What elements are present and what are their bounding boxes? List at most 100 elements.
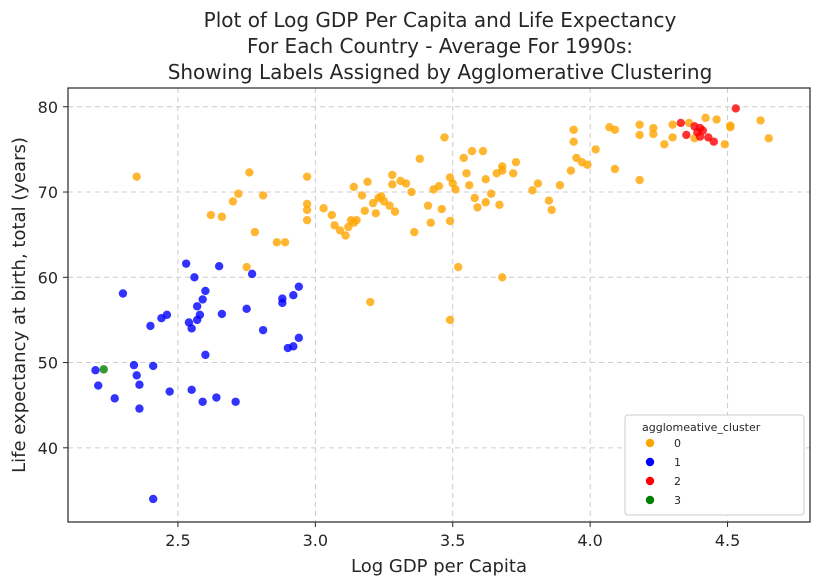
data-point-cluster-0 <box>280 238 290 247</box>
data-point-cluster-1 <box>146 321 155 331</box>
data-point-cluster-1 <box>294 333 304 343</box>
data-point-cluster-1 <box>201 350 210 360</box>
plot-frame <box>67 87 811 523</box>
title-line-2: For Each Country - Average For 1990s: <box>247 34 633 58</box>
legend-title: agglomeative_cluster <box>642 421 761 434</box>
data-point-cluster-0 <box>462 169 471 178</box>
data-point-cluster-0 <box>555 181 565 190</box>
y-tick-label: 60 <box>38 268 58 287</box>
title-line-1: Plot of Log GDP Per Capita and Life Expe… <box>204 8 677 32</box>
data-point-cluster-1 <box>217 309 227 319</box>
data-point-cluster-1 <box>135 380 144 389</box>
data-point-cluster-0 <box>228 197 238 206</box>
data-point-cluster-0 <box>451 185 460 194</box>
data-point-cluster-0 <box>440 133 449 142</box>
data-point-cluster-2 <box>695 132 705 141</box>
x-tick-label: 4.5 <box>715 531 740 550</box>
data-point-cluster-0 <box>569 125 578 134</box>
x-tick-label: 3.0 <box>303 531 328 550</box>
data-point-cluster-0 <box>668 133 677 142</box>
data-point-cluster-0 <box>302 172 312 181</box>
data-point-cluster-1 <box>195 310 205 320</box>
data-point-cluster-0 <box>341 231 350 240</box>
legend-items: 0 1 2 3 <box>645 437 681 507</box>
data-point-cluster-1 <box>201 286 210 296</box>
data-point-cluster-0 <box>726 123 735 132</box>
data-point-cluster-0 <box>454 262 463 272</box>
y-tick-label: 40 <box>38 439 58 458</box>
x-tick-label: 4.0 <box>577 531 602 550</box>
data-point-cluster-0 <box>388 170 397 180</box>
data-point-cluster-2 <box>676 118 686 128</box>
data-point-cluster-0 <box>434 181 444 191</box>
data-point-cluster-0 <box>302 205 312 215</box>
x-tick-label: 3.5 <box>440 531 465 550</box>
data-point-cluster-1 <box>162 310 172 320</box>
y-tick-label: 70 <box>38 183 58 202</box>
y-axis-ticks: 40 50 60 70 80 <box>38 98 68 458</box>
data-point-cluster-0 <box>388 180 397 189</box>
title-line-3: Showing Labels Assigned by Agglomerative… <box>168 60 713 84</box>
data-point-cluster-0 <box>459 153 468 163</box>
data-point-cluster-2 <box>682 130 691 140</box>
data-point-cluster-0 <box>390 207 400 216</box>
data-point-cluster-0 <box>250 227 260 237</box>
data-point-cluster-0 <box>206 210 216 220</box>
data-point-cluster-0 <box>319 204 328 213</box>
data-point-cluster-0 <box>701 113 710 123</box>
data-point-cluster-1 <box>190 273 199 282</box>
data-point-cluster-0 <box>635 120 644 129</box>
data-point-cluster-1 <box>187 324 196 333</box>
data-point-cluster-0 <box>756 116 765 125</box>
data-point-cluster-0 <box>498 166 507 175</box>
data-point-cluster-0 <box>569 137 578 146</box>
legend-label-0: 0 <box>674 437 681 450</box>
data-point-cluster-0 <box>335 226 345 235</box>
data-point-cluster-0 <box>445 315 455 325</box>
data-point-cluster-1 <box>258 325 268 335</box>
data-point-cluster-1 <box>212 393 221 402</box>
data-point-cluster-0 <box>511 157 521 167</box>
data-point-cluster-0 <box>583 160 592 169</box>
data-point-cluster-0 <box>366 297 375 307</box>
data-point-cluster-3 <box>99 365 108 374</box>
data-point-cluster-1 <box>148 361 158 371</box>
data-point-cluster-1 <box>148 494 158 504</box>
chart-title: Plot of Log GDP Per Capita and Life Expe… <box>168 8 713 84</box>
data-point-cluster-0 <box>470 193 479 203</box>
data-point-cluster-0 <box>245 168 254 177</box>
data-point-cluster-0 <box>481 175 490 184</box>
data-point-cluster-0 <box>528 186 537 195</box>
data-point-cluster-0 <box>481 198 490 207</box>
data-point-cluster-2 <box>731 104 740 113</box>
data-point-cluster-0 <box>258 191 268 200</box>
data-point-cluster-0 <box>467 146 477 156</box>
data-point-cluster-0 <box>352 215 361 225</box>
data-point-cluster-0 <box>591 145 600 154</box>
data-point-cluster-1 <box>214 262 224 271</box>
data-point-cluster-0 <box>478 146 488 156</box>
data-point-cluster-0 <box>401 179 411 188</box>
data-point-cluster-0 <box>465 181 474 190</box>
data-point-cluster-0 <box>610 125 620 134</box>
data-point-cluster-0 <box>544 196 554 205</box>
legend-marker-1 <box>645 457 655 467</box>
data-point-cluster-0 <box>363 177 372 186</box>
data-point-cluster-0 <box>234 189 243 198</box>
data-point-cluster-0 <box>415 154 424 163</box>
data-point-cluster-1 <box>129 360 139 370</box>
data-point-cluster-0 <box>649 129 658 139</box>
data-point-cluster-0 <box>407 187 416 197</box>
data-point-cluster-0 <box>445 216 455 226</box>
grid-lines <box>68 88 810 522</box>
data-point-cluster-1 <box>110 394 119 403</box>
data-point-cluster-0 <box>302 215 312 225</box>
data-point-cluster-2 <box>709 137 719 146</box>
y-tick-label: 80 <box>38 98 58 117</box>
data-point-cluster-1 <box>198 295 207 304</box>
data-point-cluster-0 <box>217 212 227 221</box>
data-point-cluster-0 <box>660 140 669 149</box>
data-point-cluster-1 <box>91 366 100 375</box>
data-point-cluster-0 <box>371 209 380 218</box>
